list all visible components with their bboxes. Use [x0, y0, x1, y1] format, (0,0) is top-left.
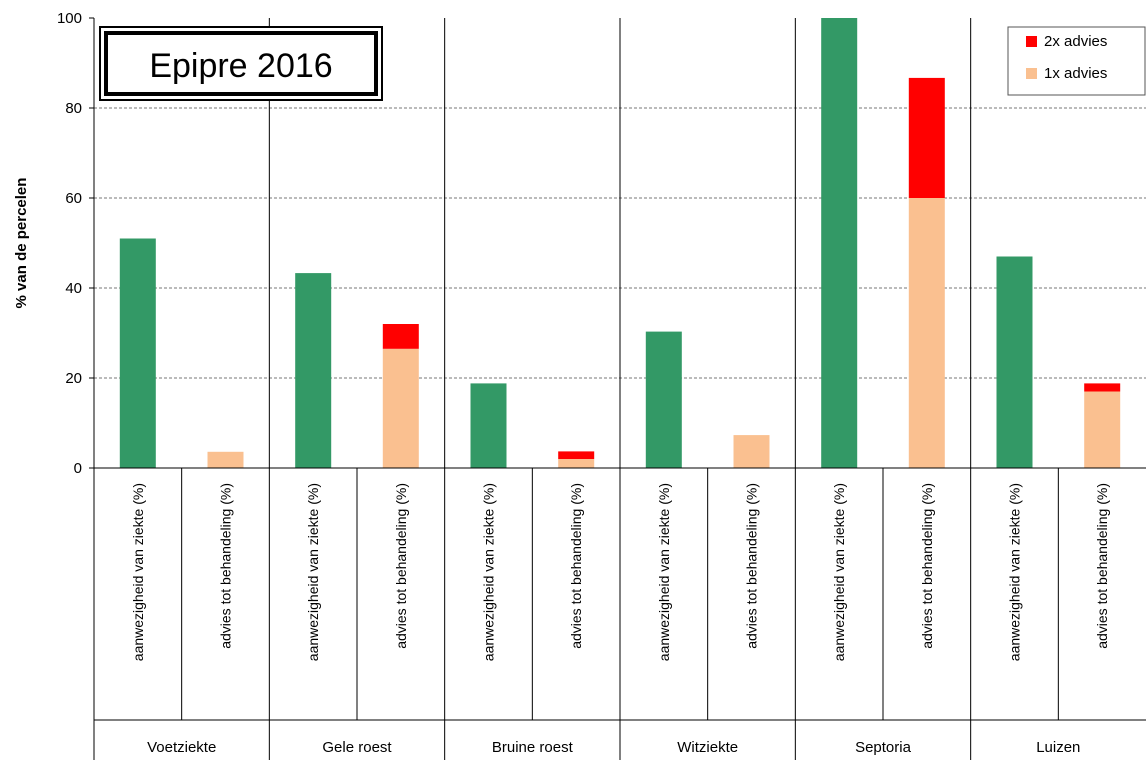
bar-2x-11: [1084, 383, 1121, 392]
y-axis-label: % van de percelen: [13, 178, 30, 309]
axes: [89, 17, 1146, 760]
category-label: advies tot behandeling (%): [919, 483, 935, 649]
legend-swatch: [1026, 68, 1037, 79]
bar-1x-1: [207, 451, 244, 468]
bar-aanwezigheid-2: [295, 273, 332, 468]
group-label: Gele roest: [322, 739, 392, 756]
y-tick-label: 40: [65, 280, 82, 297]
category-label: aanwezigheid van ziekte (%): [481, 483, 497, 661]
category-label: aanwezigheid van ziekte (%): [656, 483, 672, 661]
chart-title-box: Epipre 2016: [99, 26, 383, 101]
category-label: advies tot behandeling (%): [218, 483, 234, 649]
bars: [119, 18, 1121, 469]
chart-title: Epipre 2016: [149, 47, 332, 85]
y-tick-label: 100: [57, 10, 82, 27]
category-label: advies tot behandeling (%): [744, 483, 760, 649]
legend-label: 1x advies: [1044, 65, 1107, 82]
bar-2x-3: [382, 324, 419, 349]
group-label: Witziekte: [677, 739, 738, 756]
group-label: Luizen: [1036, 739, 1080, 756]
y-tick-label: 80: [65, 100, 82, 117]
y-tick-label: 0: [74, 460, 82, 477]
bar-2x-9: [908, 77, 945, 198]
y-tick-label: 60: [65, 190, 82, 207]
category-label: aanwezigheid van ziekte (%): [831, 483, 847, 661]
bar-aanwezigheid-10: [996, 256, 1033, 468]
bar-1x-9: [908, 198, 945, 468]
category-label: aanwezigheid van ziekte (%): [130, 483, 146, 661]
legend-swatch: [1026, 36, 1037, 47]
category-label: aanwezigheid van ziekte (%): [305, 483, 321, 661]
legend-label: 2x advies: [1044, 33, 1107, 50]
bar-1x-11: [1084, 391, 1121, 468]
bar-1x-3: [382, 348, 419, 469]
bar-aanwezigheid-0: [119, 238, 156, 468]
category-label: advies tot behandeling (%): [568, 483, 584, 649]
bar-1x-7: [733, 435, 770, 468]
axis-labels: 0 20 40 60 80 100 aanwezigheid van ziekte (%) a…: [57, 10, 1110, 756]
y-tick-label: 20: [65, 370, 82, 387]
bar-aanwezigheid-4: [470, 383, 507, 468]
group-label: Voetziekte: [147, 739, 216, 756]
legend: 2x advies 1x advies: [1007, 26, 1146, 96]
category-label: advies tot behandeling (%): [1094, 483, 1110, 649]
category-label: aanwezigheid van ziekte (%): [1007, 483, 1023, 661]
bar-1x-5: [558, 459, 595, 468]
bar-aanwezigheid-6: [645, 331, 682, 468]
bar-aanwezigheid-8: [821, 18, 858, 468]
group-label: Septoria: [855, 739, 912, 756]
category-label: advies tot behandeling (%): [393, 483, 409, 649]
bar-2x-5: [558, 451, 595, 459]
group-label: Bruine roest: [492, 739, 574, 756]
